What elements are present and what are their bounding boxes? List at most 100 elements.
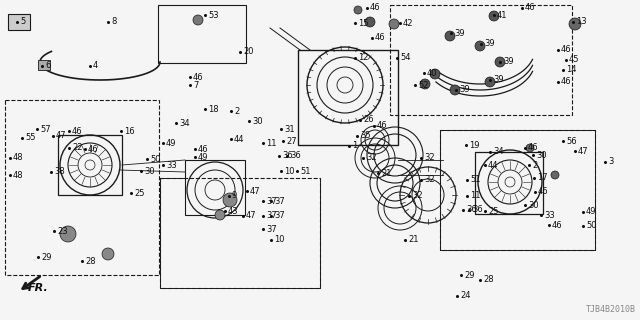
Text: 16: 16 (124, 126, 134, 135)
Text: 46: 46 (528, 143, 539, 153)
Text: 15: 15 (358, 19, 369, 28)
Bar (390, 5, 572, 115)
Text: 22: 22 (72, 143, 83, 153)
Text: 25: 25 (134, 188, 145, 197)
Circle shape (215, 210, 225, 220)
Text: 32: 32 (424, 175, 435, 185)
Text: 46: 46 (88, 145, 99, 154)
Text: 19: 19 (469, 140, 479, 149)
Text: FR.: FR. (28, 283, 49, 293)
Text: 46: 46 (561, 45, 572, 54)
Text: 53: 53 (208, 11, 219, 20)
Text: 48: 48 (13, 154, 24, 163)
Bar (475, 152, 543, 214)
Bar (8, 14, 30, 30)
Text: 49: 49 (166, 139, 177, 148)
Text: 37: 37 (274, 196, 285, 205)
Text: 51: 51 (300, 166, 310, 175)
Circle shape (223, 193, 237, 207)
Text: 33: 33 (166, 161, 177, 170)
Circle shape (389, 19, 399, 29)
Text: 6: 6 (45, 61, 51, 70)
Text: 39: 39 (484, 39, 495, 49)
Circle shape (60, 226, 76, 242)
Text: 11: 11 (266, 139, 276, 148)
Bar (440, 130, 595, 250)
Circle shape (475, 41, 485, 51)
Text: 36: 36 (282, 151, 292, 161)
Text: 30: 30 (144, 166, 155, 175)
Text: 23: 23 (57, 227, 68, 236)
Circle shape (569, 18, 581, 30)
Text: 32: 32 (412, 191, 422, 201)
Circle shape (445, 31, 455, 41)
Text: 37: 37 (266, 225, 276, 234)
Text: 25: 25 (488, 206, 499, 215)
Text: 30: 30 (536, 150, 547, 159)
Text: 48: 48 (13, 171, 24, 180)
Text: 46: 46 (552, 220, 563, 229)
Text: 46: 46 (72, 126, 83, 135)
Text: 36: 36 (290, 151, 301, 161)
Bar (38, 60, 50, 70)
Text: 47: 47 (578, 147, 589, 156)
Text: 34: 34 (179, 118, 189, 127)
Circle shape (495, 57, 505, 67)
Circle shape (526, 144, 534, 152)
Text: 33: 33 (544, 211, 555, 220)
Bar (160, 178, 320, 288)
Text: 41: 41 (497, 11, 508, 20)
Circle shape (489, 11, 499, 21)
Text: 39: 39 (503, 58, 514, 67)
Text: 46: 46 (370, 4, 381, 12)
Text: 30: 30 (252, 116, 262, 125)
Text: 32: 32 (424, 154, 435, 163)
Text: 42: 42 (403, 19, 413, 28)
Text: 34: 34 (493, 148, 504, 156)
Bar (185, 160, 245, 215)
Text: 46: 46 (525, 4, 536, 12)
Text: 54: 54 (400, 53, 410, 62)
Text: 57: 57 (40, 124, 51, 133)
Text: 10: 10 (284, 166, 294, 175)
Bar (5, 100, 159, 275)
Circle shape (485, 77, 495, 87)
Text: 27: 27 (286, 137, 296, 146)
Circle shape (450, 85, 460, 95)
Text: 50: 50 (150, 155, 161, 164)
Text: 37: 37 (266, 212, 276, 220)
Circle shape (365, 17, 375, 27)
Text: 47: 47 (56, 132, 67, 140)
Text: 21: 21 (381, 169, 392, 178)
Text: 26: 26 (363, 116, 374, 124)
Text: 47: 47 (246, 212, 257, 220)
Text: 10: 10 (274, 236, 285, 244)
Text: 46: 46 (561, 77, 572, 86)
Text: 56: 56 (566, 137, 577, 146)
Text: 50: 50 (586, 221, 596, 230)
Text: 2: 2 (532, 161, 537, 170)
Text: 46: 46 (538, 188, 548, 196)
Text: 44: 44 (488, 161, 499, 170)
Bar (298, 50, 398, 145)
Text: 49: 49 (586, 207, 596, 217)
Text: 47: 47 (250, 187, 260, 196)
Text: 40: 40 (427, 68, 438, 77)
Text: 38: 38 (54, 167, 65, 177)
Text: 17: 17 (537, 173, 548, 182)
Text: 13: 13 (576, 18, 587, 27)
Text: 52: 52 (418, 81, 429, 90)
Text: 37: 37 (266, 196, 276, 205)
Text: 14: 14 (566, 66, 577, 75)
Text: 20: 20 (243, 47, 253, 57)
Text: 4: 4 (93, 61, 99, 70)
Text: 49: 49 (198, 153, 209, 162)
Text: 21: 21 (408, 236, 419, 244)
Text: 39: 39 (454, 28, 465, 37)
Text: 51: 51 (470, 175, 481, 185)
Text: 37: 37 (274, 212, 285, 220)
Text: 1: 1 (352, 141, 357, 150)
Text: 7: 7 (193, 81, 198, 90)
Text: 28: 28 (483, 276, 493, 284)
Text: 9: 9 (232, 191, 237, 201)
